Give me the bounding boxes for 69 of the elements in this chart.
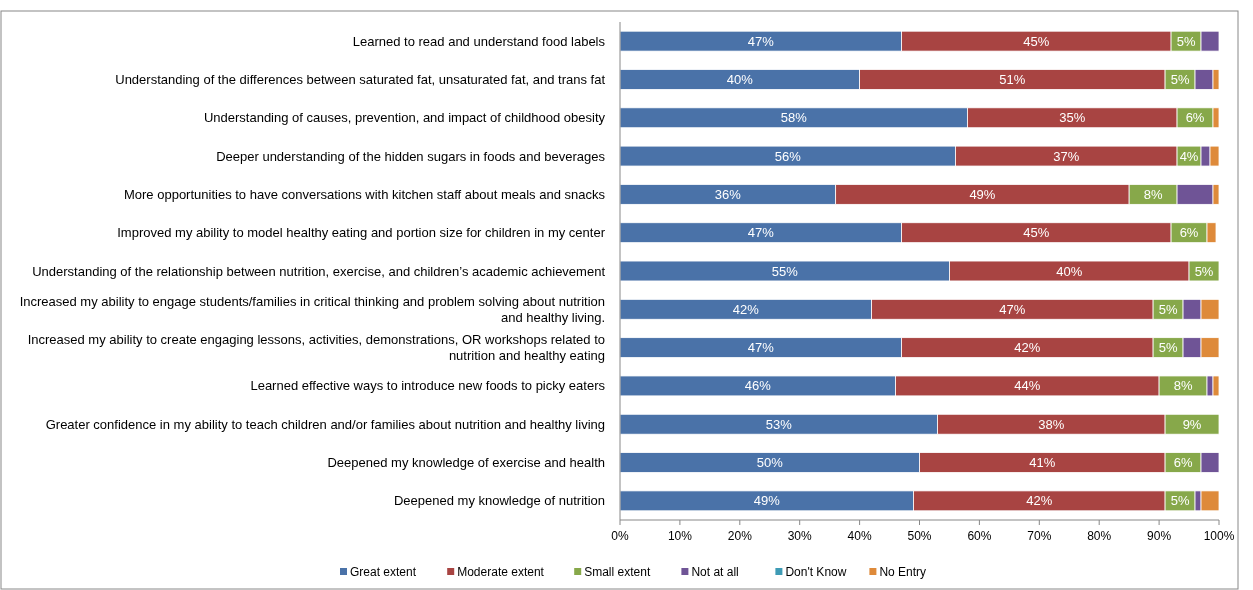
data-label: 55% bbox=[771, 263, 799, 279]
data-label: 6% bbox=[1185, 110, 1205, 126]
data-label: 5% bbox=[1158, 340, 1178, 356]
data-label: 49% bbox=[753, 493, 781, 509]
data-label: 8% bbox=[1143, 186, 1163, 202]
y-tick-label: More opportunities to have conversations with kitchen staff about meals and snacks bbox=[123, 186, 606, 202]
y-tick-label: Deeper understanding of the hidden sugars in foods and beverages bbox=[216, 148, 606, 164]
x-tick-label: 40% bbox=[847, 529, 872, 543]
data-label: 42% bbox=[1026, 493, 1053, 509]
x-tick-label: 80% bbox=[1087, 529, 1112, 543]
data-label: 41% bbox=[1029, 455, 1056, 471]
legend-label: Moderate extent bbox=[457, 565, 545, 580]
data-label: 46% bbox=[744, 378, 772, 394]
data-label: 50% bbox=[756, 455, 784, 471]
x-tick-label: 100% bbox=[1203, 529, 1235, 543]
data-label: 5% bbox=[1170, 72, 1190, 88]
data-label: 45% bbox=[1023, 33, 1050, 49]
data-label: 40% bbox=[726, 72, 754, 88]
y-tick-label: Increased my ability to create engaging lessons, activities, demonstrations, OR workshops related to nutrition and healthy eating bbox=[27, 332, 605, 364]
legend-label: No Entry bbox=[879, 565, 927, 580]
y-tick-label: Learned effective ways to introduce new foods to picky eaters bbox=[250, 378, 606, 394]
y-tick-label: Understanding of the relationship between nutrition, exercise, and children’s academic achievement bbox=[32, 263, 606, 279]
data-label: 5% bbox=[1194, 263, 1214, 279]
data-label: 53% bbox=[765, 416, 793, 432]
data-label: 44% bbox=[1014, 378, 1041, 394]
x-tick-label: 90% bbox=[1147, 529, 1172, 543]
data-label: 35% bbox=[1059, 110, 1086, 126]
data-label: 47% bbox=[999, 301, 1026, 317]
data-label: 47% bbox=[747, 33, 775, 49]
x-tick-label: 60% bbox=[967, 529, 992, 543]
y-tick-label: Greater confidence in my ability to teach children and/or families about nutrition and healthy living bbox=[45, 416, 605, 432]
data-label: 42% bbox=[1014, 340, 1041, 356]
data-label: 5% bbox=[1170, 493, 1190, 509]
x-tick-label: 10% bbox=[667, 529, 693, 543]
data-label: 8% bbox=[1173, 378, 1193, 394]
data-label: 38% bbox=[1038, 416, 1065, 432]
data-label: 51% bbox=[999, 72, 1026, 88]
data-label: 37% bbox=[1053, 148, 1080, 164]
data-label: 42% bbox=[732, 301, 760, 317]
data-label: 4% bbox=[1179, 148, 1199, 164]
data-label: 5% bbox=[1176, 33, 1196, 49]
y-tick-label: Deepened my knowledge of nutrition bbox=[393, 493, 605, 509]
y-tick-label: Improved my ability to model healthy eating and portion size for children in my center bbox=[117, 225, 606, 241]
legend-label: Don't Know bbox=[785, 565, 847, 580]
x-tick-label: 30% bbox=[787, 529, 813, 543]
data-label: 47% bbox=[747, 225, 775, 241]
x-tick-label: 0% bbox=[611, 529, 629, 543]
x-tick-label: 70% bbox=[1027, 529, 1052, 543]
data-label: 40% bbox=[1056, 263, 1083, 279]
data-label: 6% bbox=[1173, 455, 1193, 471]
y-tick-label: Deepened my knowledge of exercise and health bbox=[327, 455, 605, 471]
data-label: 49% bbox=[969, 186, 996, 202]
y-tick-label: Understanding of causes, prevention, and impact of childhood obesity bbox=[203, 110, 606, 126]
legend-label: Not at all bbox=[691, 565, 739, 580]
y-tick-label: Learned to read and understand food labels bbox=[352, 33, 606, 49]
data-label: 6% bbox=[1179, 225, 1199, 241]
data-label: 36% bbox=[714, 186, 742, 202]
x-tick-label: 20% bbox=[727, 529, 753, 543]
x-tick-label: 50% bbox=[907, 529, 932, 543]
data-label: 9% bbox=[1182, 416, 1202, 432]
legend-label: Small extent bbox=[584, 565, 651, 580]
data-label: 58% bbox=[780, 110, 808, 126]
data-label: 56% bbox=[774, 148, 802, 164]
legend-label: Great extent bbox=[350, 565, 417, 580]
y-tick-label: Increased my ability to engage students/families in critical thinking and problem solving about nutrition and healthy living. bbox=[19, 293, 605, 325]
data-label: 47% bbox=[747, 340, 775, 356]
y-tick-label: Understanding of the differences between saturated fat, unsaturated fat, and trans fat bbox=[115, 72, 606, 88]
data-label: 5% bbox=[1158, 301, 1178, 317]
data-label: 45% bbox=[1023, 225, 1050, 241]
